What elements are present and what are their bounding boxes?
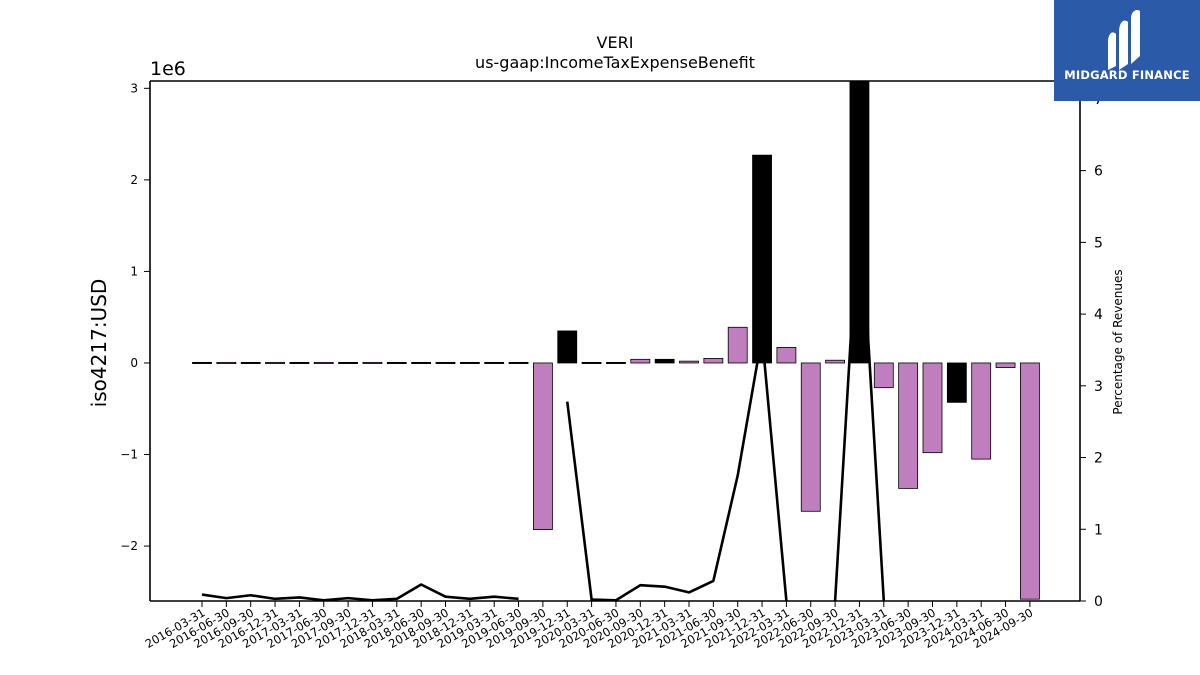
chart-title: VERI xyxy=(597,33,634,52)
bar xyxy=(386,361,407,364)
y2-tick-label: 0 xyxy=(1094,594,1103,610)
midgard-logo-icon xyxy=(1108,9,1140,70)
bar xyxy=(411,361,432,364)
y-tick-label: 1 xyxy=(130,264,138,278)
bar xyxy=(289,361,310,364)
y2-tick-label: 4 xyxy=(1094,307,1103,323)
bar xyxy=(581,361,602,364)
bar xyxy=(825,359,845,364)
bar xyxy=(946,362,967,403)
axes-layer: −2−10123012345672016-03-312016-06-302016… xyxy=(120,80,1103,651)
bar xyxy=(679,360,699,364)
bar xyxy=(922,362,943,454)
y-axis-label: iso4217:USD xyxy=(87,279,111,408)
y-tick-label: 2 xyxy=(130,173,138,187)
bar xyxy=(1020,362,1040,600)
brand-name: MIDGARD FINANCE xyxy=(1064,68,1190,82)
bar xyxy=(216,361,237,364)
y2-tick-label: 6 xyxy=(1094,164,1103,180)
y-tick-label: −2 xyxy=(120,539,138,553)
bar xyxy=(606,361,626,364)
bars-layer xyxy=(192,81,1040,600)
bar xyxy=(971,362,992,460)
bar xyxy=(898,362,919,489)
bar xyxy=(557,330,578,364)
y2-tick-label: 3 xyxy=(1094,379,1103,395)
chart-subtitle: us-gaap:IncomeTaxExpenseBenefit xyxy=(475,53,755,72)
bar xyxy=(508,361,529,364)
bar xyxy=(265,361,285,364)
series-line xyxy=(201,190,886,601)
y2-tick-label: 2 xyxy=(1094,451,1103,467)
line-layer xyxy=(201,190,886,601)
bar xyxy=(630,358,651,364)
bar xyxy=(435,361,456,364)
brand-logo: MIDGARD FINANCE xyxy=(1054,0,1200,101)
y2-tick-label: 5 xyxy=(1094,235,1103,251)
y-tick-label: −1 xyxy=(120,448,138,462)
bar xyxy=(240,361,261,364)
bar xyxy=(459,361,480,364)
bar xyxy=(362,361,383,364)
bar xyxy=(873,362,894,389)
bar xyxy=(776,347,797,364)
y-offset-label: 1e6 xyxy=(150,58,186,80)
y-tick-label: 0 xyxy=(130,356,138,370)
bar xyxy=(192,361,212,364)
bar xyxy=(338,361,359,364)
y2-tick-label: 1 xyxy=(1094,522,1103,538)
y-tick-label: 3 xyxy=(130,81,138,95)
bar xyxy=(995,362,1016,368)
bar xyxy=(533,362,553,530)
bar xyxy=(484,361,505,364)
bar xyxy=(654,358,675,364)
bar xyxy=(703,357,724,364)
bar xyxy=(727,326,748,364)
bar xyxy=(313,361,334,364)
y2-axis-label: Percentage of Revenues xyxy=(1111,269,1125,414)
bar xyxy=(800,362,821,512)
bar xyxy=(752,154,772,364)
